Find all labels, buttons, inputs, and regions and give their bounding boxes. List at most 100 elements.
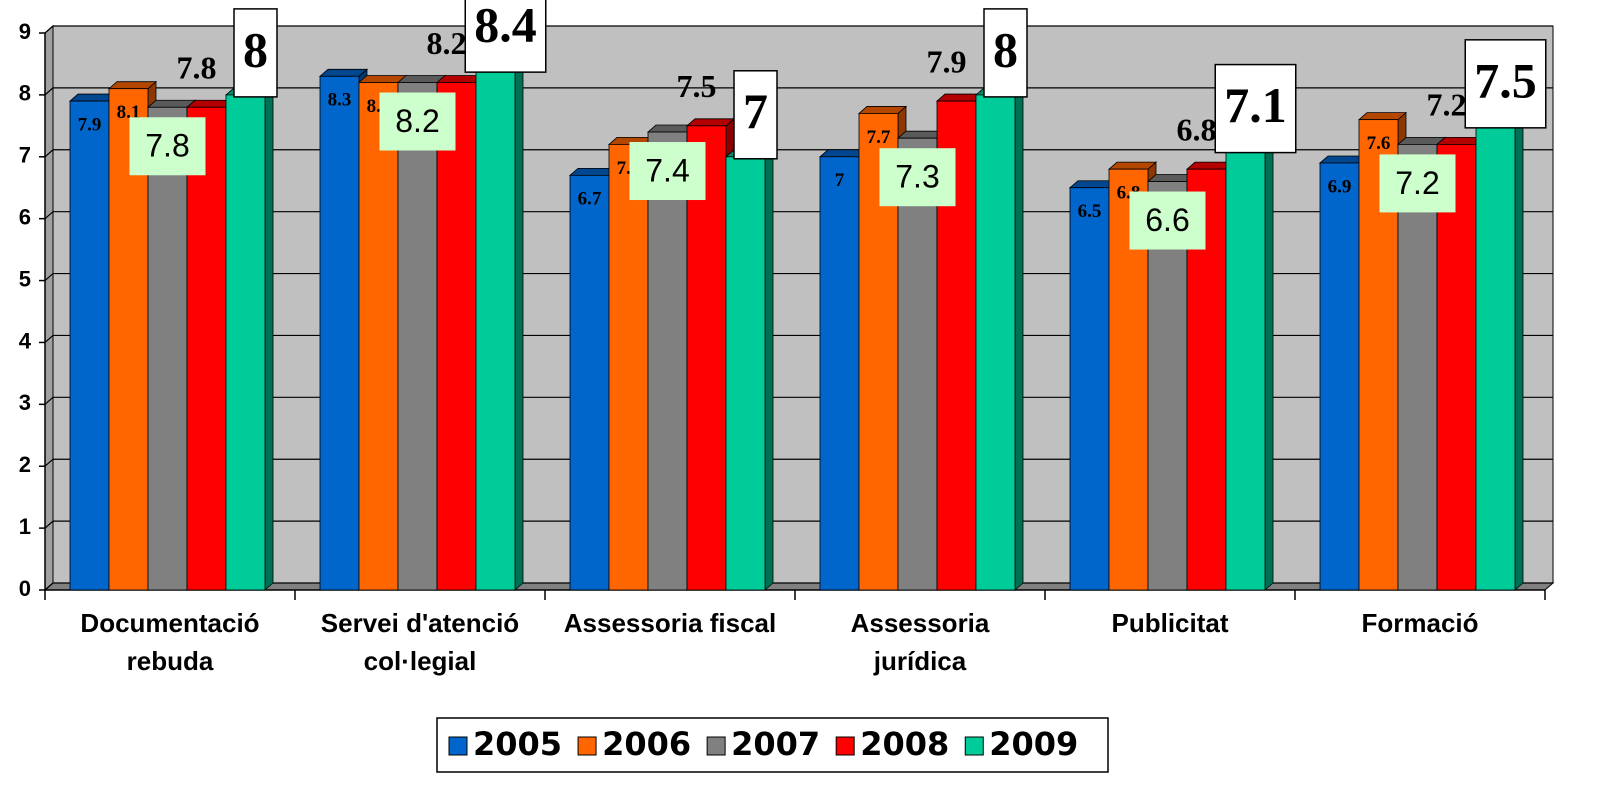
bar-front — [1397, 143, 1438, 591]
x-tick-label: Documentació — [80, 608, 259, 638]
x-tick-label: Assessoria — [851, 608, 990, 638]
bar-front — [608, 143, 649, 591]
legend-label: 2005 — [473, 725, 562, 763]
bar-side — [1014, 87, 1024, 591]
data-label-box — [1129, 191, 1206, 250]
x-tick-label: Assessoria fiscal — [564, 608, 776, 638]
bar-top — [1357, 112, 1408, 121]
y-tick-label: 7 — [19, 143, 31, 168]
grid-line — [44, 149, 1553, 158]
data-label: 8.2 — [395, 103, 439, 139]
y-tick-label: 8 — [19, 81, 31, 106]
bar-front — [1069, 187, 1110, 591]
data-label-box — [629, 142, 706, 201]
y-tick-label: 2 — [19, 452, 31, 477]
bar — [1224, 142, 1275, 591]
legend-swatch — [835, 736, 855, 756]
bar-front — [819, 156, 860, 591]
bar-front — [725, 156, 766, 591]
data-label-box — [1214, 63, 1297, 154]
bar — [224, 87, 275, 591]
bar-front — [1225, 150, 1266, 591]
legend: 2005 2006 2007 2008 2009 — [436, 717, 1109, 773]
data-label: 7.2 — [1395, 165, 1439, 201]
bar-front — [975, 94, 1016, 591]
data-label: 7.4 — [645, 152, 689, 188]
data-label: 6.7 — [578, 189, 602, 210]
grid-line — [44, 211, 1553, 220]
data-label: 8 — [993, 21, 1018, 77]
bar-front — [397, 82, 438, 591]
grid-line — [44, 520, 1553, 529]
y-tick-label: 9 — [19, 19, 31, 44]
data-label: 6.5 — [1078, 201, 1102, 222]
data-label: 8.4 — [474, 0, 537, 53]
y-tick-label: 3 — [19, 390, 31, 415]
bar — [1318, 155, 1369, 591]
grid-line — [44, 396, 1553, 405]
legend-swatch — [577, 736, 597, 756]
bar-front — [475, 69, 516, 591]
bar-side — [514, 62, 524, 591]
data-label: 7.5 — [677, 68, 717, 104]
data-label-box — [129, 117, 206, 176]
bar — [974, 87, 1025, 591]
bar-front — [319, 75, 360, 591]
bar — [685, 117, 736, 591]
bar-front — [225, 94, 266, 591]
bar-front — [358, 82, 399, 591]
legend-label: 2008 — [860, 725, 949, 763]
data-label: 6.6 — [1145, 202, 1189, 238]
bar-front — [147, 106, 188, 591]
bar-front — [686, 125, 727, 591]
data-label: 7.7 — [867, 127, 891, 148]
bar-front — [69, 100, 110, 591]
data-label-box — [733, 70, 778, 160]
data-label-box — [879, 148, 956, 207]
back-wall — [52, 25, 1554, 584]
data-label: 8.2 — [427, 25, 467, 61]
legend-label: 2009 — [989, 725, 1078, 763]
legend-swatch — [964, 736, 984, 756]
x-tick-label: col·legial — [364, 646, 477, 676]
bar-side — [264, 87, 274, 591]
grid-line — [44, 25, 1553, 34]
side-wall — [44, 24, 54, 592]
grid-line — [44, 272, 1553, 282]
data-label-box — [1464, 39, 1547, 129]
y-tick-label: 5 — [19, 266, 31, 291]
bar-front — [1319, 162, 1360, 591]
data-label-box — [1379, 154, 1456, 213]
bar-top — [1107, 161, 1158, 170]
data-label: 7.1 — [1224, 77, 1287, 133]
x-tick-label: Servei d'atenció — [321, 608, 519, 638]
data-label: 7 — [743, 83, 768, 139]
bar — [1396, 136, 1447, 591]
bar-front — [647, 131, 688, 591]
data-label: 7.9 — [78, 114, 102, 135]
bar-front — [436, 82, 477, 591]
bar-front — [569, 174, 610, 591]
legend-swatch — [706, 736, 726, 756]
x-tick-label: rebuda — [127, 646, 214, 676]
bar-side — [764, 148, 774, 591]
data-label-box — [983, 8, 1028, 98]
data-label-box — [464, 0, 547, 73]
data-label: 7.8 — [145, 128, 189, 164]
legend-label: 2007 — [731, 725, 820, 763]
data-label-box — [233, 8, 278, 98]
data-label: 7.8 — [177, 50, 217, 86]
bar-top — [857, 106, 908, 114]
grid-line — [44, 458, 1553, 467]
data-label: 8.3 — [328, 90, 352, 111]
legend-label: 2006 — [602, 725, 691, 763]
x-tick-label: Formació — [1361, 608, 1478, 638]
y-tick-label: 0 — [19, 576, 31, 601]
grid-line — [44, 334, 1553, 343]
bar — [185, 99, 236, 591]
bar-side — [1264, 142, 1274, 591]
data-label: 7.2 — [1427, 87, 1467, 123]
bar — [474, 62, 525, 591]
data-label: 7.5 — [1474, 52, 1537, 108]
